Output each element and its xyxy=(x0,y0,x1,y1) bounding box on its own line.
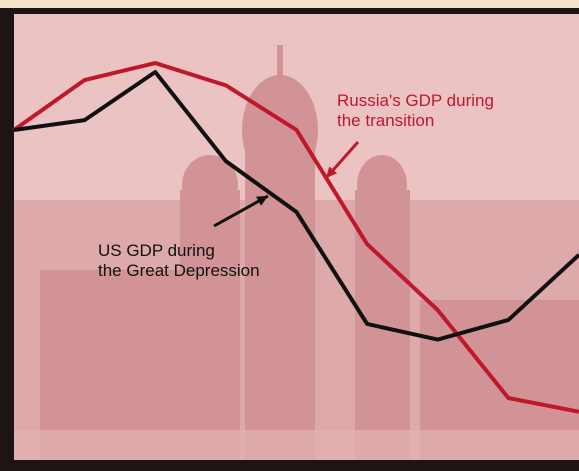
arrow-head xyxy=(326,166,338,178)
line-series xyxy=(13,69,579,342)
annotation: US GDP during the Great Depression xyxy=(98,241,260,280)
annotation: Russia's GDP during the transition xyxy=(337,91,494,130)
annotation-line: Russia's GDP during xyxy=(337,91,494,110)
annotation-line: the transition xyxy=(337,111,434,130)
ground xyxy=(14,430,579,460)
arrow-head xyxy=(256,196,268,206)
line-series xyxy=(12,61,579,414)
annotation-line: US GDP during xyxy=(98,241,215,260)
annotation-line: the Great Depression xyxy=(98,261,260,280)
church-silhouette xyxy=(14,45,579,460)
